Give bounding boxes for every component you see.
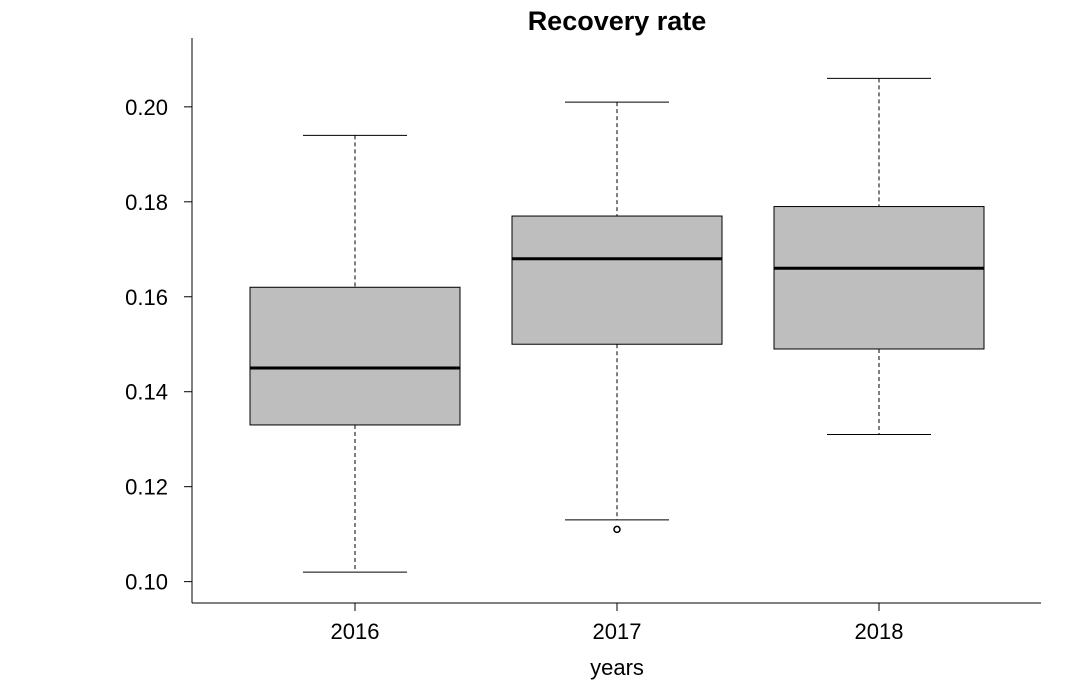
box-2018 xyxy=(773,77,985,435)
iqr-box xyxy=(773,206,985,350)
iqr-box xyxy=(249,286,461,426)
y-tick-label: 0.20 xyxy=(125,95,168,120)
y-tick-label: 0.18 xyxy=(125,190,168,215)
chart-title: Recovery rate xyxy=(528,6,707,36)
x-axis-label: years xyxy=(590,655,644,680)
box-2016 xyxy=(249,134,461,573)
y-axis-ticks: 0.10 0.12 0.14 0.16 0.18 0.20 xyxy=(125,95,192,595)
x-axis-ticks: 2016 2017 2018 xyxy=(331,603,904,644)
box-2017 xyxy=(511,101,723,534)
y-tick-label: 0.10 xyxy=(125,570,168,595)
y-tick-label: 0.16 xyxy=(125,285,168,310)
boxplot-series xyxy=(249,77,985,573)
x-tick-label: 2018 xyxy=(855,619,904,644)
iqr-box xyxy=(511,215,723,345)
y-tick-label: 0.12 xyxy=(125,475,168,500)
x-tick-label: 2016 xyxy=(331,619,380,644)
outlier-point xyxy=(613,525,621,534)
y-tick-label: 0.14 xyxy=(125,380,168,405)
x-tick-label: 2017 xyxy=(593,619,642,644)
